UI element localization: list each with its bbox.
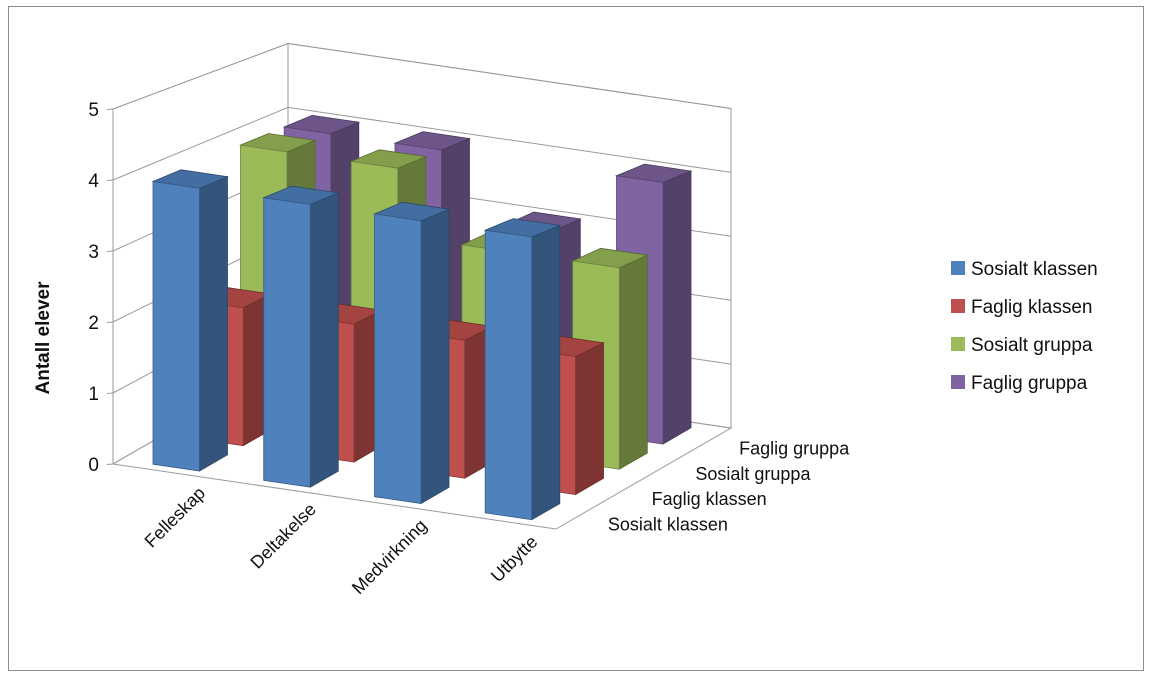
bar-sosialt-klassen-utbytte: [483, 218, 562, 521]
depth-axis-label: Sosialt gruppa: [695, 464, 811, 484]
depth-axis-label: Sosialt klassen: [608, 514, 728, 534]
bar-sosialt-klassen-deltakelse: [262, 185, 340, 488]
legend-swatch: [951, 299, 965, 313]
y-tick-label: 1: [88, 384, 99, 405]
legend-swatch: [951, 337, 965, 351]
x-category-label: Utbytte: [487, 532, 541, 586]
y-tick-label: 5: [88, 100, 99, 121]
y-axis-ticks: 0 1 2 3 4 5: [88, 100, 114, 476]
legend-swatch: [951, 261, 965, 275]
x-axis-categories: Felleskap Deltakelse Medvirkning Utbytte: [141, 483, 542, 598]
chart-bars: [151, 114, 693, 521]
legend-label: Sosialt gruppa: [971, 335, 1093, 356]
legend-label: Faglig klassen: [971, 297, 1092, 318]
bar-sosialt-klassen-medvirkning: [373, 201, 451, 505]
legend-swatch: [951, 375, 965, 389]
bar-sosialt-klassen-felleskap: [151, 169, 229, 472]
chart-3d-column: 0 1 2 3 4 5 Felleskap Deltakelse Medvirkning Utb…: [33, 42, 1098, 598]
legend-item: Sosialt klassen: [951, 259, 1098, 280]
depth-axis-labels: Sosialt klassen Faglig klassen Sosialt gru…: [608, 439, 850, 535]
depth-axis-label: Faglig gruppa: [739, 439, 850, 459]
legend-label: Sosialt klassen: [971, 259, 1098, 280]
x-category-label: Felleskap: [141, 483, 210, 552]
y-tick-label: 2: [88, 313, 99, 334]
depth-axis-label: Faglig klassen: [652, 489, 767, 509]
y-axis-label: Antall elever: [33, 281, 54, 395]
x-category-label: Deltakelse: [246, 499, 320, 573]
chart-frame: 0 1 2 3 4 5 Felleskap Deltakelse Medvirkning Utb…: [8, 6, 1144, 671]
legend-item: Faglig klassen: [951, 297, 1092, 318]
legend-item: Sosialt gruppa: [951, 335, 1093, 356]
legend-item: Faglig gruppa: [951, 373, 1088, 394]
y-tick-label: 4: [88, 171, 99, 192]
legend: Sosialt klassen Faglig klassen Sosialt gru…: [951, 259, 1098, 394]
x-category-label: Medvirkning: [348, 515, 431, 598]
legend-label: Faglig gruppa: [971, 373, 1088, 394]
y-tick-label: 0: [88, 455, 99, 476]
y-tick-label: 3: [88, 242, 99, 263]
